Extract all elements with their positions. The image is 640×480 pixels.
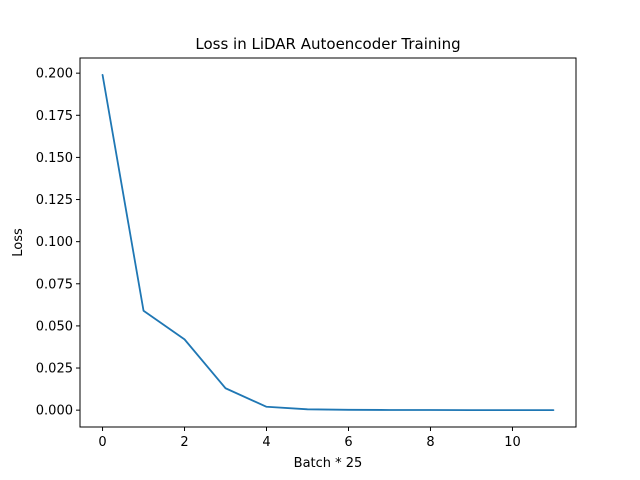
series-layer (101, 73, 555, 412)
y-axis-title: Loss (11, 228, 26, 257)
y-tick-label: 0.100 (36, 235, 73, 250)
x-axis-ticks: 0 2 4 6 8 10 (98, 427, 521, 450)
y-tick-label: 0.050 (36, 319, 73, 334)
x-tick-label: 10 (504, 435, 521, 450)
x-tick-label: 8 (426, 435, 434, 450)
y-tick-label: 0.025 (36, 362, 73, 377)
x-tick-label: 4 (262, 435, 270, 450)
x-tick-label: 6 (344, 435, 352, 450)
chart-title: Loss in LiDAR Autoencoder Training (195, 35, 460, 53)
y-tick-label: 0.150 (36, 151, 73, 166)
plot-area-frame (79, 57, 577, 428)
loss-series-line (101, 73, 555, 412)
y-tick-label: 0.175 (36, 109, 73, 124)
y-tick-label: 0.075 (36, 277, 73, 292)
y-axis-ticks: 0.000 0.025 0.050 0.075 0.100 0.125 0.150 0.175… (36, 67, 80, 419)
x-tick-label: 0 (98, 435, 106, 450)
x-axis-title: Batch * 25 (294, 456, 363, 471)
y-tick-label: 0.125 (36, 193, 73, 208)
y-tick-label: 0.200 (36, 67, 73, 82)
y-tick-label: 0.000 (36, 404, 73, 419)
x-tick-label: 2 (180, 435, 188, 450)
